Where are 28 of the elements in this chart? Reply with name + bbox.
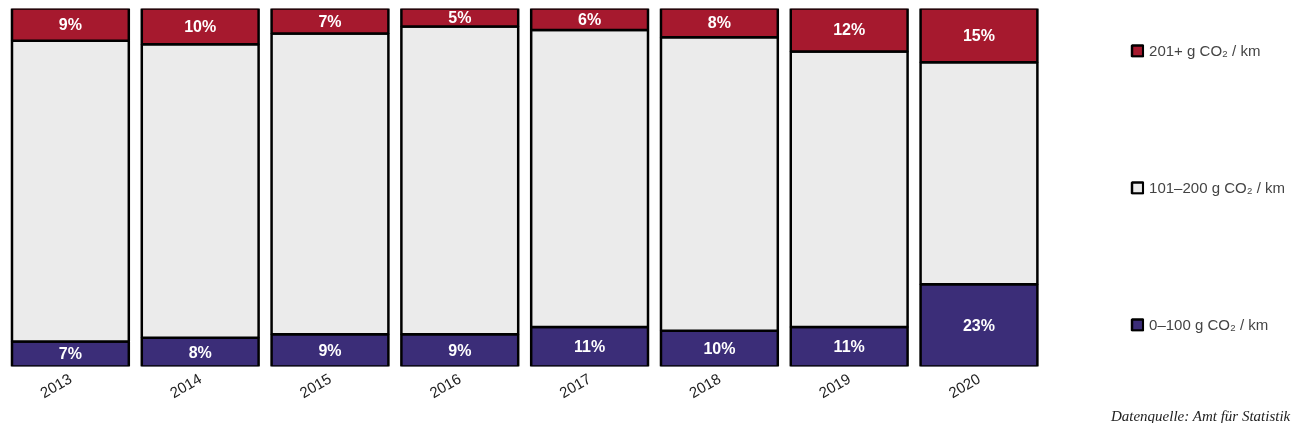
data-label: 8% (188, 343, 212, 361)
data-label: 9% (318, 341, 342, 359)
data-label: 11% (574, 338, 606, 356)
data-label: 6% (578, 10, 602, 28)
data-label: 10% (184, 17, 217, 35)
data-label: 8% (707, 14, 731, 32)
data-label: 11% (833, 338, 865, 356)
legend-label: 0–100 g CO₂ / km (1149, 315, 1269, 333)
data-label: 10% (703, 340, 736, 358)
x-tick-label: 2020 (945, 369, 983, 402)
x-tick-label: 2015 (296, 369, 334, 402)
data-label: 9% (448, 341, 472, 359)
x-tick-label: 2014 (166, 369, 205, 402)
x-tick-label: 2013 (37, 369, 75, 402)
data-label: 7% (58, 345, 82, 363)
text: Datenquelle: Amt für Statistik (1109, 407, 1291, 424)
data-label: 15% (962, 26, 995, 44)
data-label: 7% (318, 12, 342, 30)
x-tick-label: 2017 (556, 369, 594, 402)
data-label: 23% (962, 316, 995, 334)
data-label: 12% (833, 21, 866, 39)
data-label: 5% (448, 8, 472, 26)
legend-label: 101–200 g CO₂ / km (1149, 178, 1285, 196)
legend-label: 201+ g CO₂ / km (1149, 41, 1261, 59)
x-tick-label: 2018 (685, 369, 724, 402)
x-tick-label: 2016 (426, 369, 464, 402)
x-tick-label: 2019 (815, 369, 854, 402)
data-label: 9% (58, 16, 82, 34)
